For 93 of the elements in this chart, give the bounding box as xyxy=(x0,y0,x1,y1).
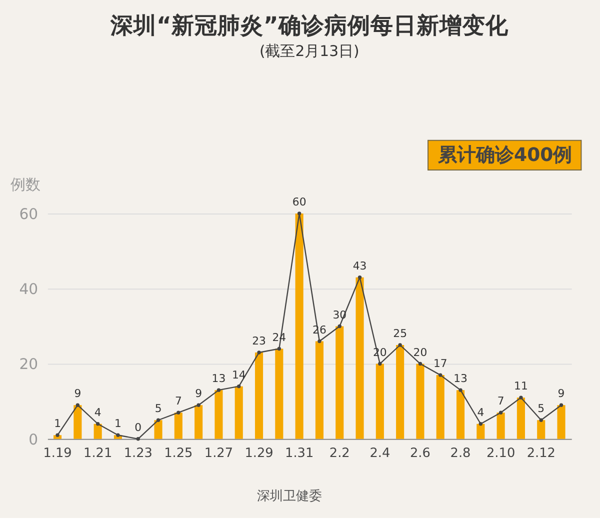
bar xyxy=(214,390,223,439)
point xyxy=(116,433,120,437)
point xyxy=(478,422,483,426)
data-label: 14 xyxy=(232,368,246,382)
bar xyxy=(234,386,243,439)
bar xyxy=(194,405,203,439)
data-label: 4 xyxy=(477,406,484,419)
chart-title: 深圳“新冠肺炎”确诊病例每日新增变化 xyxy=(109,12,510,40)
text: 深圳卫健委 xyxy=(257,489,322,504)
y-tick-label: 0 xyxy=(28,431,38,448)
point xyxy=(56,433,60,437)
data-label: 1 xyxy=(114,417,122,430)
bar xyxy=(537,420,546,439)
point xyxy=(257,350,261,354)
data-label: 9 xyxy=(195,387,202,400)
data-label: 23 xyxy=(252,334,266,348)
bar xyxy=(74,405,82,439)
y-tick-label: 20 xyxy=(19,356,38,374)
bar xyxy=(154,420,162,439)
bar xyxy=(496,412,505,439)
point xyxy=(237,384,241,388)
data-label: 4 xyxy=(94,406,102,419)
data-label: 13 xyxy=(212,372,226,386)
bar xyxy=(396,344,404,439)
bar xyxy=(336,326,344,439)
bar xyxy=(476,424,485,439)
point xyxy=(297,212,302,216)
x-tick-label: 1.21 xyxy=(84,446,112,462)
data-label: 11 xyxy=(514,380,528,393)
data-label: 5 xyxy=(154,402,162,416)
data-label: 1 xyxy=(54,417,61,430)
bar xyxy=(94,424,102,439)
point xyxy=(559,403,564,407)
data-label: 7 xyxy=(174,394,182,408)
point xyxy=(277,346,282,351)
point xyxy=(196,403,200,407)
point xyxy=(398,343,402,347)
x-tick-label: 1.29 xyxy=(244,446,274,462)
point xyxy=(438,373,442,377)
bar xyxy=(436,375,444,439)
point xyxy=(539,418,543,422)
x-tick-label: 2.10 xyxy=(486,446,516,462)
bar xyxy=(174,412,182,439)
data-label: 25 xyxy=(393,327,407,340)
bar xyxy=(416,364,424,439)
bar xyxy=(295,214,304,439)
x-tick-label: 2.6 xyxy=(410,446,430,462)
x-tick-label: 1.25 xyxy=(164,446,193,462)
y-axis-title: 例数 xyxy=(10,176,40,194)
y-tick-label: 60 xyxy=(19,206,38,223)
point xyxy=(338,324,342,328)
data-label: 5 xyxy=(538,402,545,416)
point xyxy=(318,339,322,344)
text: 累计确诊400例 xyxy=(437,144,572,166)
point xyxy=(76,403,80,407)
bar xyxy=(456,390,465,439)
bar xyxy=(275,348,284,439)
bar xyxy=(557,405,566,439)
bar xyxy=(315,341,324,439)
x-tick-label: 2.12 xyxy=(526,446,556,462)
point xyxy=(176,410,180,414)
bar xyxy=(254,352,264,439)
data-label: 60 xyxy=(292,196,306,209)
point xyxy=(136,437,140,441)
data-label: 43 xyxy=(352,259,367,272)
point xyxy=(358,276,362,280)
x-tick-label: 1.19 xyxy=(43,446,72,462)
x-tick-label: 1.31 xyxy=(285,446,314,462)
x-tick-label: 2.2 xyxy=(329,446,350,462)
point xyxy=(156,418,160,422)
data-label: 9 xyxy=(74,387,82,400)
point xyxy=(498,410,503,414)
point xyxy=(418,362,422,366)
data-label: 13 xyxy=(454,372,468,386)
data-label: 0 xyxy=(134,420,142,434)
bar xyxy=(376,364,384,439)
data-label: 9 xyxy=(558,387,565,400)
bar xyxy=(516,398,525,439)
data-label: 17 xyxy=(433,357,448,370)
point xyxy=(519,396,523,400)
bar xyxy=(356,277,364,439)
x-tick-label: 1.23 xyxy=(124,446,152,462)
point xyxy=(458,388,462,392)
x-tick-label: 1.27 xyxy=(204,446,234,462)
data-label: 20 xyxy=(413,346,428,359)
chart-subtitle: (截至2月13日) xyxy=(259,42,360,60)
point xyxy=(216,388,221,392)
data-label: 7 xyxy=(497,394,504,408)
point xyxy=(96,422,100,426)
y-tick-label: 40 xyxy=(19,281,38,298)
x-tick-label: 2.8 xyxy=(450,446,471,462)
x-tick-label: 2.4 xyxy=(370,446,390,462)
point xyxy=(378,362,382,366)
